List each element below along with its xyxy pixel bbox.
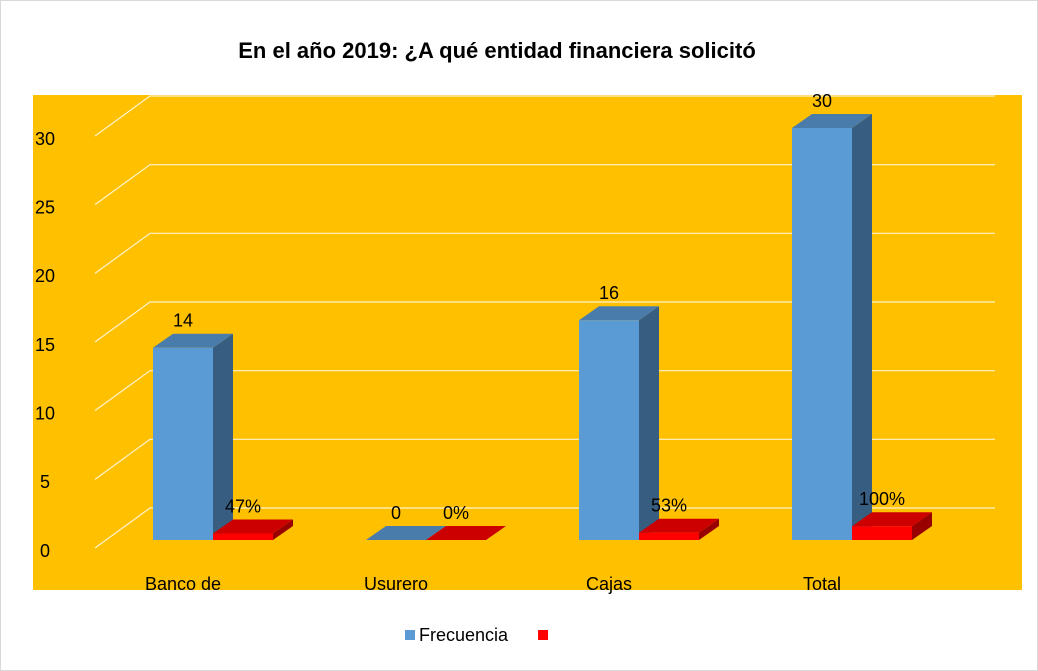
- bar: [153, 347, 213, 540]
- data-label: 53%: [651, 495, 687, 515]
- data-label: 0%: [443, 503, 469, 523]
- data-label: 30: [812, 91, 832, 111]
- grid-line: [94, 370, 995, 412]
- legend-swatch: [538, 630, 549, 640]
- x-tick-label: Total: [803, 574, 841, 594]
- y-tick-label: 15: [35, 335, 55, 355]
- bar: [579, 320, 639, 540]
- y-tick-label: 20: [35, 266, 55, 286]
- x-tick-label: Usurero: [364, 574, 428, 594]
- chart-title: En el año 2019: ¿A qué entidad financier…: [238, 38, 756, 63]
- data-label: 0: [391, 503, 401, 523]
- bar: [792, 128, 852, 540]
- bar-top: [426, 526, 506, 540]
- bar-side: [639, 306, 659, 540]
- bar-side: [213, 333, 233, 540]
- y-tick-label: 0: [40, 541, 50, 561]
- y-tick-label: 25: [35, 197, 55, 217]
- data-label: 100%: [859, 489, 905, 509]
- bar-top: [153, 333, 233, 348]
- bar-top: [639, 518, 719, 533]
- y-tick-label: 5: [40, 472, 50, 492]
- bar-top: [579, 306, 659, 321]
- y-tick-label: 10: [35, 403, 55, 423]
- grid-line: [94, 438, 995, 480]
- grid-line: [94, 95, 995, 137]
- grid-line: [94, 507, 995, 549]
- bar-top: [213, 519, 293, 534]
- bar: [213, 533, 273, 540]
- x-tick-label: Cajas: [586, 574, 632, 594]
- bar-top: [852, 512, 932, 527]
- bar-side: [699, 518, 719, 540]
- bar-top: [366, 526, 446, 540]
- x-tick-label: Banco de: [145, 574, 221, 594]
- bar-top: [792, 114, 872, 128]
- y-tick-label: 30: [35, 129, 55, 149]
- bar: [852, 526, 912, 540]
- bar-side: [852, 114, 872, 540]
- grid-line: [94, 164, 995, 206]
- bar-side: [912, 512, 932, 540]
- legend-swatch: [405, 630, 415, 640]
- grid-line: [94, 301, 995, 343]
- legend-label: Frecuencia: [419, 625, 509, 645]
- data-label: 14: [173, 310, 193, 330]
- grid-line: [94, 232, 995, 274]
- data-label: 16: [599, 283, 619, 303]
- data-label: 47%: [225, 496, 261, 516]
- bar-side: [273, 519, 293, 540]
- bar: [639, 532, 699, 540]
